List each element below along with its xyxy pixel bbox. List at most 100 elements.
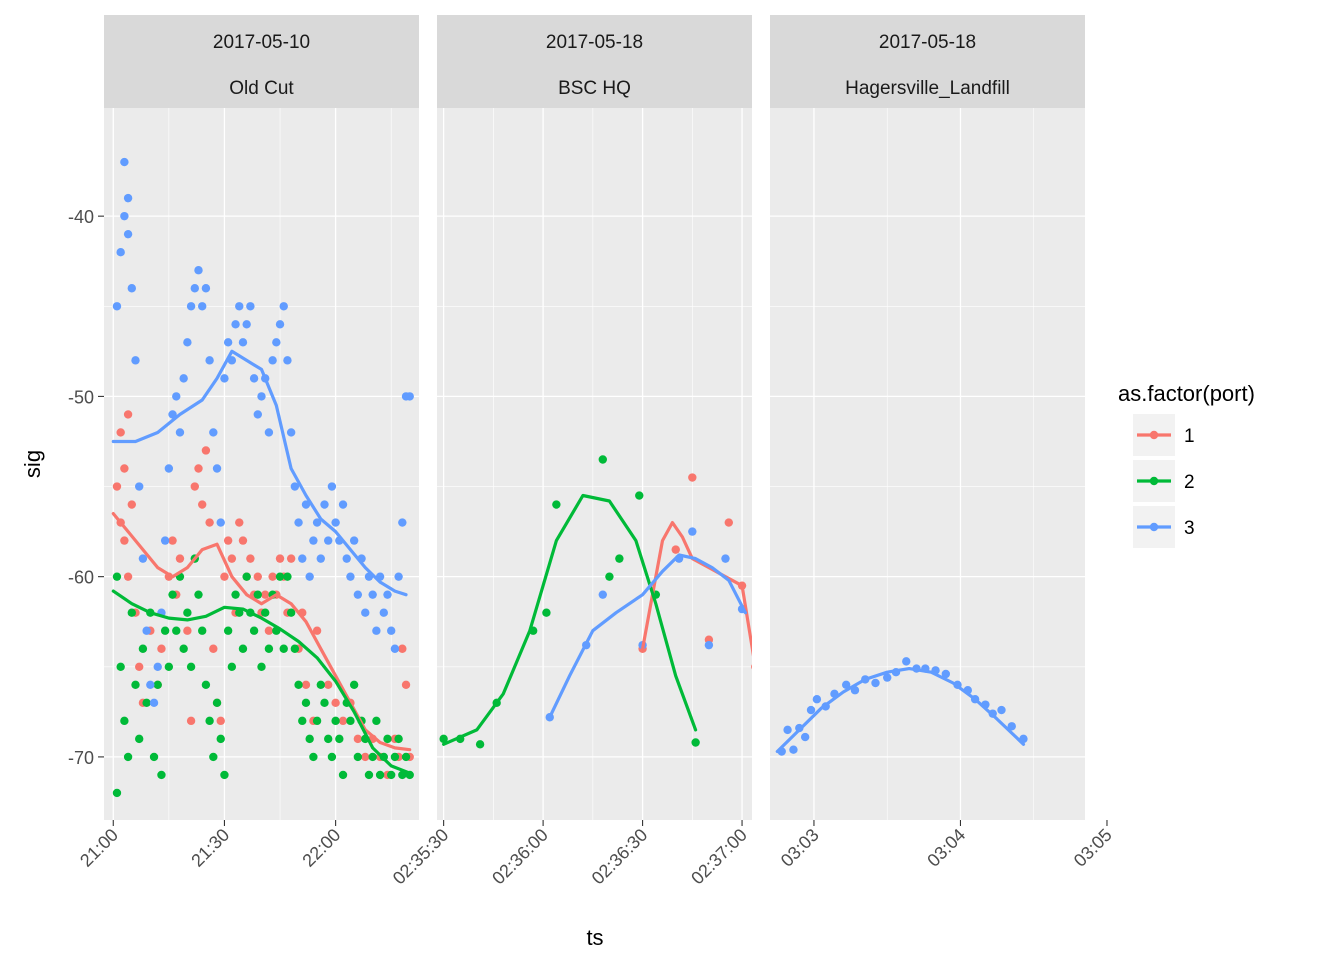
data-point-port-2 bbox=[160, 626, 170, 635]
data-point-port-3 bbox=[272, 338, 281, 347]
data-point-port-3 bbox=[789, 745, 798, 754]
data-point-port-3 bbox=[220, 374, 229, 383]
data-point-port-2 bbox=[127, 608, 136, 617]
data-point-port-2 bbox=[364, 770, 374, 780]
data-point-port-3 bbox=[194, 266, 203, 275]
data-point-port-1 bbox=[198, 500, 207, 509]
x-axis-title: ts bbox=[586, 925, 603, 950]
data-point-port-3 bbox=[902, 657, 911, 666]
data-point-port-3 bbox=[941, 669, 951, 679]
data-point-port-2 bbox=[212, 698, 222, 708]
data-point-port-2 bbox=[220, 770, 229, 780]
data-point-port-2 bbox=[372, 716, 381, 726]
data-point-port-2 bbox=[142, 698, 151, 708]
smooth-line-port-2 bbox=[111, 589, 412, 775]
data-point-port-3 bbox=[257, 392, 266, 401]
data-point-port-3 bbox=[216, 518, 225, 527]
data-point-port-1 bbox=[223, 536, 233, 545]
data-point-port-3 bbox=[286, 428, 296, 437]
x-tick-label: 03:05 bbox=[1070, 825, 1116, 871]
data-point-port-3 bbox=[1007, 722, 1016, 731]
data-point-port-3 bbox=[249, 374, 259, 383]
data-point-port-3 bbox=[346, 572, 355, 581]
data-point-port-3 bbox=[294, 518, 303, 527]
facet-strip-date: 2017-05-18 bbox=[879, 32, 976, 53]
data-point-port-3 bbox=[275, 320, 285, 329]
data-point-port-1 bbox=[205, 518, 214, 527]
data-point-port-2 bbox=[324, 734, 333, 744]
data-point-port-2 bbox=[349, 680, 359, 690]
data-point-port-2 bbox=[216, 734, 225, 744]
data-point-port-2 bbox=[153, 680, 162, 690]
panel-data-layer bbox=[439, 455, 752, 749]
data-point-port-1 bbox=[186, 716, 196, 726]
data-point-port-2 bbox=[335, 734, 344, 744]
data-point-port-1 bbox=[168, 536, 177, 545]
data-point-port-2 bbox=[331, 716, 340, 726]
data-point-port-1 bbox=[671, 545, 680, 554]
panel-background bbox=[770, 108, 1085, 820]
data-point-port-2 bbox=[309, 752, 318, 762]
smooth-line-port-2 bbox=[442, 493, 698, 746]
data-point-port-1 bbox=[123, 410, 133, 419]
data-point-port-3 bbox=[164, 464, 174, 473]
data-point-port-3 bbox=[997, 705, 1006, 715]
data-point-port-2 bbox=[209, 752, 218, 762]
smooth-line-port-3 bbox=[548, 553, 747, 719]
data-point-port-3 bbox=[688, 527, 697, 536]
data-point-port-3 bbox=[190, 284, 199, 293]
data-point-port-3 bbox=[305, 572, 314, 581]
data-point-port-3 bbox=[120, 211, 129, 221]
data-point-port-2 bbox=[123, 752, 133, 762]
facet-strip bbox=[770, 15, 1085, 108]
data-point-port-3 bbox=[246, 302, 255, 311]
data-point-port-3 bbox=[116, 248, 125, 257]
facet-strip-site: Hagersville_Landfill bbox=[845, 78, 1010, 99]
data-point-port-3 bbox=[398, 518, 407, 527]
data-point-port-2 bbox=[615, 554, 624, 563]
data-point-port-2 bbox=[398, 770, 407, 780]
data-point-port-3 bbox=[783, 725, 792, 735]
data-point-port-3 bbox=[209, 428, 218, 437]
data-point-port-1 bbox=[361, 752, 370, 762]
data-point-port-1 bbox=[123, 572, 133, 581]
data-point-port-2 bbox=[475, 740, 485, 749]
facet-strip-date: 2017-05-10 bbox=[213, 32, 310, 53]
facet-strip bbox=[104, 15, 419, 108]
data-point-port-2 bbox=[138, 644, 148, 653]
data-point-port-3 bbox=[405, 392, 414, 401]
legend-key-point bbox=[1149, 476, 1159, 486]
data-point-port-2 bbox=[375, 770, 385, 780]
data-point-port-3 bbox=[394, 572, 403, 581]
data-point-port-2 bbox=[390, 752, 400, 762]
data-point-port-1 bbox=[751, 664, 752, 670]
data-point-port-2 bbox=[338, 770, 348, 780]
data-point-port-2 bbox=[257, 662, 266, 671]
data-point-port-2 bbox=[368, 752, 377, 762]
data-point-port-3 bbox=[372, 626, 381, 635]
data-point-port-2 bbox=[283, 572, 292, 581]
data-point-port-2 bbox=[164, 662, 174, 671]
data-point-port-3 bbox=[883, 673, 892, 682]
data-point-port-3 bbox=[349, 536, 359, 545]
data-point-port-2 bbox=[112, 572, 122, 581]
data-point-port-3 bbox=[368, 590, 377, 599]
data-point-port-2 bbox=[227, 662, 237, 671]
data-point-port-3 bbox=[235, 302, 244, 311]
data-point-port-1 bbox=[401, 680, 411, 690]
data-point-port-3 bbox=[131, 356, 140, 365]
legend: as.factor(port) 1 2 3 bbox=[1118, 381, 1255, 548]
data-point-port-2 bbox=[387, 770, 396, 780]
smooth-line-port-3 bbox=[775, 667, 1026, 754]
data-point-port-3 bbox=[871, 678, 880, 688]
data-point-port-3 bbox=[327, 482, 337, 491]
panel-data-layer bbox=[775, 657, 1028, 756]
data-point-port-2 bbox=[312, 716, 322, 726]
data-point-port-3 bbox=[253, 410, 262, 419]
data-point-port-2 bbox=[552, 500, 561, 509]
data-point-port-2 bbox=[149, 752, 159, 762]
data-point-port-1 bbox=[116, 428, 125, 437]
data-point-port-3 bbox=[212, 464, 222, 473]
facet-strip-site: Old Cut bbox=[229, 78, 294, 99]
